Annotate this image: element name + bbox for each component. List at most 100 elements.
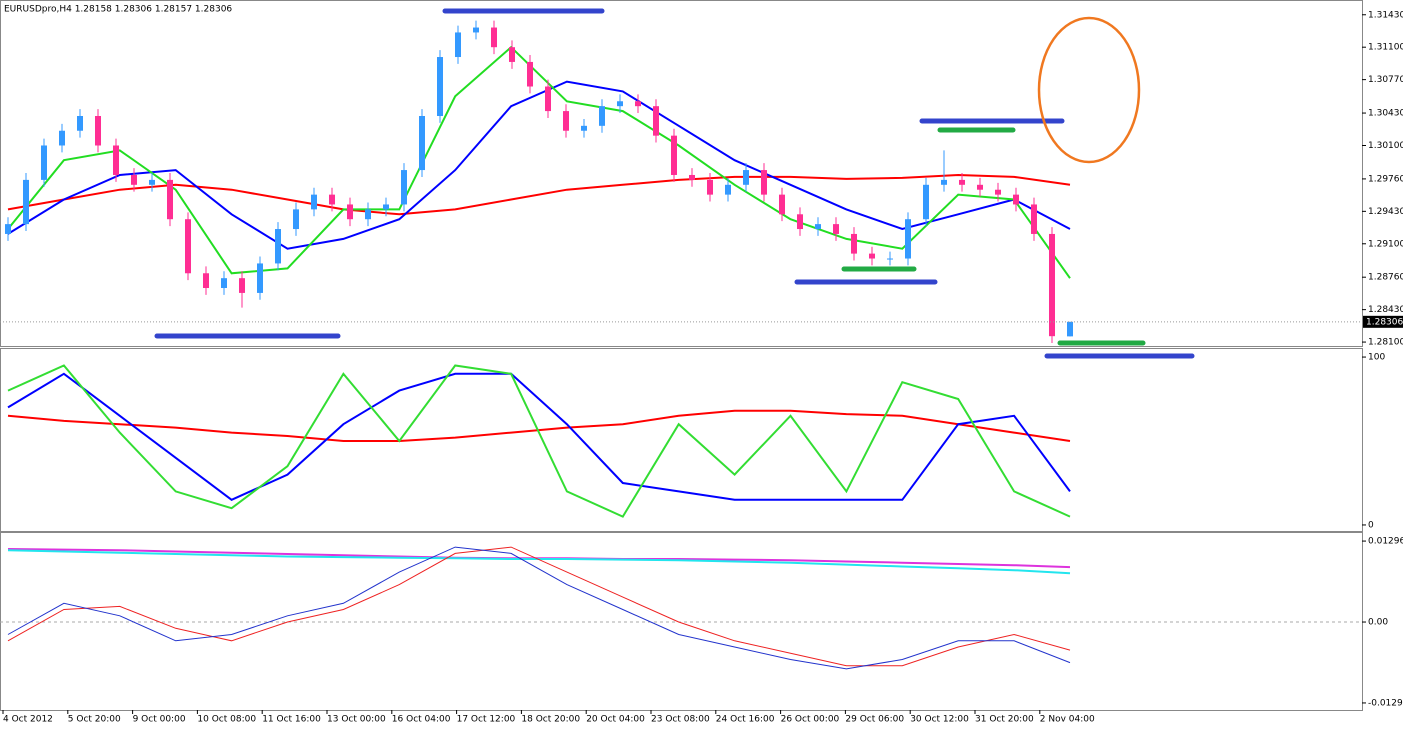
x-tick-label: 9 Oct 00:00 <box>133 715 186 725</box>
candle-body <box>941 179 947 185</box>
candle-body <box>869 253 875 259</box>
y-tick-label: 1.29430 <box>1368 207 1403 217</box>
candle-body <box>221 278 227 289</box>
candle-body <box>545 86 551 112</box>
candle-body <box>959 179 965 185</box>
candle-body <box>617 101 623 107</box>
candle-body <box>581 125 587 131</box>
candle-body <box>437 57 443 116</box>
last-price-box <box>1363 315 1403 328</box>
candle-body <box>995 189 1001 195</box>
candle-body <box>113 145 119 175</box>
candle-body <box>5 224 11 234</box>
candle-body <box>743 170 749 185</box>
candle-body <box>311 194 317 210</box>
x-tick-label: 13 Oct 00:00 <box>327 715 386 725</box>
candle-body <box>689 174 695 180</box>
y-tick-label: 1.28430 <box>1368 305 1403 315</box>
candle-body <box>923 184 929 220</box>
x-tick-label: 20 Oct 04:00 <box>586 715 645 725</box>
y-tick-label: 0.00 <box>1368 618 1388 628</box>
candle-body <box>887 258 893 260</box>
candle-body <box>239 278 245 293</box>
candle-body <box>275 229 281 264</box>
candle-body <box>203 273 209 289</box>
highlight-ellipse <box>1037 16 1141 164</box>
indicator-line <box>7 546 1071 670</box>
candle-body <box>635 101 641 107</box>
candle-body <box>347 204 353 220</box>
candle-body <box>707 179 713 195</box>
x-tick-label: 23 Oct 08:00 <box>651 715 710 725</box>
x-tick-label: 30 Oct 12:00 <box>910 715 969 725</box>
candle-body <box>653 106 659 136</box>
x-tick-label: 5 Oct 20:00 <box>68 715 121 725</box>
candle-body <box>167 179 173 220</box>
candle-body <box>455 32 461 58</box>
indicator-line <box>7 364 1071 518</box>
candle-body <box>851 233 857 254</box>
x-tick-label: 2 Nov 04:00 <box>1040 715 1095 725</box>
y-tick-label: -0.01296 <box>1368 698 1403 708</box>
indicator-line <box>7 45 1071 279</box>
candle-body <box>761 170 767 195</box>
candle-body <box>509 47 515 62</box>
candle-body <box>41 145 47 180</box>
main-panel <box>0 0 1363 347</box>
candle-body <box>257 263 263 293</box>
candle-body <box>779 194 785 215</box>
x-tick-label: 24 Oct 16:00 <box>716 715 775 725</box>
candle-body <box>1049 233 1055 337</box>
candle-body <box>383 204 389 210</box>
y-tick-label: 1.30430 <box>1368 109 1403 119</box>
indicator-line <box>7 372 1071 501</box>
y-tick-label: 1.31100 <box>1368 43 1403 53</box>
y-tick-label: 1.30770 <box>1368 75 1403 85</box>
indicator-line <box>7 173 1071 216</box>
y-tick-label: 1.29100 <box>1368 239 1403 249</box>
candle-body <box>185 219 191 274</box>
candle-body <box>797 214 803 230</box>
candle-body <box>419 116 425 171</box>
y-tick-label: 0.012967 <box>1368 537 1403 547</box>
marks: 1.31430 1.31100 1.30770 1.30430 1.30100 1.297… <box>0 10 1403 725</box>
y-tick-label: 0 <box>1368 520 1374 530</box>
candle-body <box>293 209 299 230</box>
y-tick-label: 1.28100 <box>1368 338 1403 348</box>
chart-title: EURUSDpro,H4 1.28158 1.28306 1.28157 1.2… <box>4 5 232 15</box>
candle-body <box>131 174 137 185</box>
annotations <box>154 8 1195 359</box>
indicator-line <box>7 549 1071 575</box>
y-tick-label: 1.30100 <box>1368 141 1403 151</box>
y-tick-label: 1.31430 <box>1368 10 1403 20</box>
candle-body <box>527 61 533 87</box>
candle-body <box>329 194 335 205</box>
x-tick-label: 18 Oct 20:00 <box>521 715 580 725</box>
candle-body <box>671 135 677 175</box>
candle-body <box>473 27 479 33</box>
x-tick-label: 31 Oct 20:00 <box>975 715 1034 725</box>
candle-body <box>491 27 497 48</box>
x-tick-label: 29 Oct 06:00 <box>845 715 904 725</box>
candle-body <box>59 130 65 146</box>
x-tick-label: 4 Oct 2012 <box>3 715 53 725</box>
candle-body <box>23 179 29 225</box>
last-price-label: 1.28306 <box>1366 317 1403 327</box>
x-tick-label: 16 Oct 04:00 <box>392 715 451 725</box>
candle-body <box>365 209 371 220</box>
y-tick-label: 1.28760 <box>1368 273 1403 283</box>
candle-body <box>149 179 155 185</box>
candle-body <box>77 116 83 131</box>
candle-body <box>977 184 983 190</box>
macd-panel <box>0 532 1363 711</box>
candle-body <box>599 106 605 126</box>
y-tick-label: 100 <box>1368 353 1385 363</box>
candle-body <box>1067 321 1073 337</box>
x-tick-label: 26 Oct 00:00 <box>781 715 840 725</box>
indicator-line <box>7 80 1071 250</box>
candle-body <box>563 111 569 131</box>
oscillator-panel <box>0 348 1363 532</box>
candle-body <box>905 219 911 259</box>
